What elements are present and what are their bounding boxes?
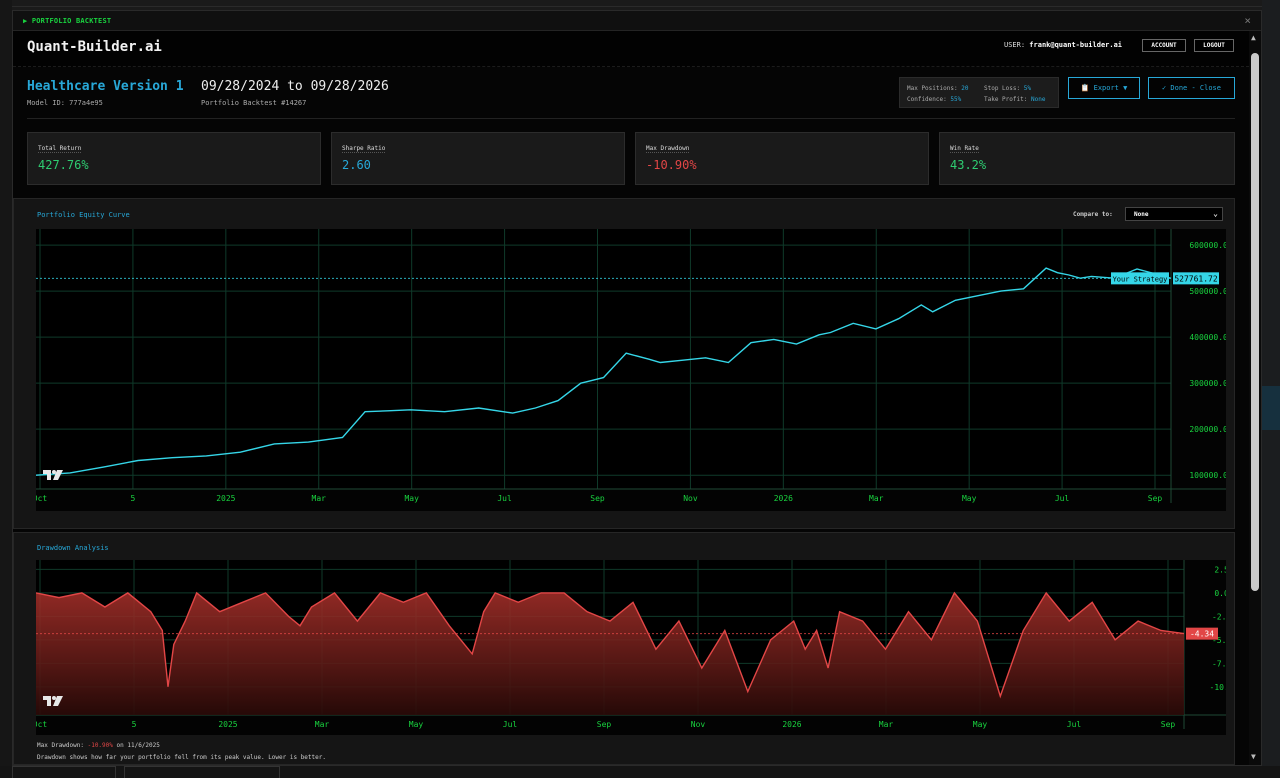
x-tick-label: Nov — [691, 720, 706, 729]
x-tick-label: Mar — [869, 494, 884, 503]
x-tick-label: Mar — [879, 720, 894, 729]
x-tick-label: 2025 — [218, 720, 237, 729]
x-tick-label: Sep — [590, 494, 605, 503]
y-tick-label: 400000.00 — [1189, 333, 1226, 342]
account-button[interactable]: ACCOUNT — [1142, 39, 1186, 52]
backtest-id: Portfolio Backtest #14267 — [201, 99, 307, 107]
logout-button[interactable]: LOGOUT — [1194, 39, 1234, 52]
close-icon[interactable]: × — [1244, 14, 1251, 27]
equity-panel-title: Portfolio Equity Curve — [37, 211, 130, 219]
y-tick-label: -7.50 — [1212, 659, 1226, 668]
modal-scrollbar[interactable]: ▲ ▼ — [1249, 31, 1261, 765]
x-tick-label: May — [962, 494, 977, 503]
metric-value: 2.60 — [342, 158, 371, 172]
x-tick-label: Nov — [683, 494, 698, 503]
x-tick-label: Oct — [36, 720, 47, 729]
x-tick-label: Mar — [312, 494, 327, 503]
tradingview-logo-icon — [43, 696, 63, 706]
x-tick-label: May — [973, 720, 988, 729]
background-left-strip — [0, 0, 12, 778]
scroll-down-icon[interactable]: ▼ — [1251, 752, 1256, 761]
drawdown-chart[interactable]: Oct 5 2025 Mar May Jul Sep Nov 2026 Mar May Jul Sep 2… — [36, 560, 1226, 735]
x-tick-label: 2026 — [782, 720, 801, 729]
y-tick-label: -10.00 — [1210, 683, 1226, 692]
y-tick-label: 500000.00 — [1189, 287, 1226, 296]
drawdown-panel-title: Drawdown Analysis — [37, 544, 109, 552]
header-divider — [27, 118, 1235, 119]
modal-titlebar: ▶ PORTFOLIO BACKTEST × — [13, 11, 1261, 31]
max-drawdown-note: Max Drawdown: -10.90% on 11/6/2025 — [37, 742, 160, 749]
metric-card-total-return: Total Return 427.76% — [27, 132, 321, 185]
series-name-tag — [1111, 272, 1169, 285]
x-tick-label: Jul — [1067, 720, 1082, 729]
background-bottom-strip — [0, 766, 1280, 778]
series-name-label: Your Strategy — [1113, 275, 1168, 283]
series-line — [36, 267, 1172, 476]
metric-card-sharpe-ratio: Sharpe Ratio 2.60 — [331, 132, 625, 185]
x-tick-label: Mar — [315, 720, 330, 729]
x-tick-label: 5 — [132, 720, 137, 729]
last-value-badge — [1186, 627, 1218, 640]
x-tick-label: May — [409, 720, 424, 729]
scrollbar-thumb[interactable] — [1251, 53, 1259, 591]
user-info: USER: frank@quant-builder.ai — [1004, 41, 1123, 49]
app-header: Quant-Builder.ai USER: frank@quant-build… — [13, 31, 1249, 67]
x-tick-label: Jul — [1055, 494, 1070, 503]
metric-value: 43.2% — [950, 158, 987, 172]
compare-label: Compare to: — [1073, 211, 1113, 218]
x-tick-label: May — [404, 494, 419, 503]
x-tick-label: Oct — [36, 494, 47, 503]
series-line — [36, 591, 1185, 699]
plot-area — [36, 229, 1171, 489]
x-tick-label: Jul — [503, 720, 518, 729]
x-tick-label: Sep — [1148, 494, 1163, 503]
y-tick-label: -5.00 — [1212, 636, 1226, 645]
compare-select[interactable]: None ⌄ — [1125, 207, 1223, 221]
x-tick-label: Sep — [597, 720, 612, 729]
drawdown-explanation: Drawdown shows how far your portfolio fe… — [37, 754, 326, 761]
y-tick-label: 600000.00 — [1189, 241, 1226, 250]
metric-card-max-drawdown: Max Drawdown -10.90% — [635, 132, 929, 185]
model-name: Healthcare Version 1 — [27, 79, 184, 94]
metric-label: Max Drawdown — [646, 145, 690, 153]
last-value-badge — [1173, 272, 1219, 285]
export-button[interactable]: 📋 Export ▼ — [1068, 77, 1140, 99]
metric-label: Win Rate — [950, 145, 979, 153]
model-id: Model ID: 777a4e95 — [27, 99, 103, 107]
date-range: 09/28/2024 to 09/28/2026 — [201, 79, 389, 94]
metric-label: Total Return — [38, 145, 82, 153]
chevron-down-icon: ⌄ — [1213, 209, 1218, 218]
drawdown-area — [36, 592, 1184, 715]
y-tick-label: -2.50 — [1212, 612, 1226, 621]
background-right-strip — [1262, 0, 1280, 778]
x-tick-label: 2025 — [216, 494, 235, 503]
x-tick-label: Jul — [497, 494, 512, 503]
y-tick-label: 2.50 — [1214, 565, 1226, 574]
equity-chart[interactable]: Oct 5 2025 Mar May Jul Sep Nov 2026 Mar May Jul Sep 6… — [36, 229, 1226, 511]
background-divider — [0, 6, 1280, 7]
y-tick-label: 200000.00 — [1189, 425, 1226, 434]
brand-logo[interactable]: Quant-Builder.ai — [27, 39, 162, 55]
y-tick-label: 300000.00 — [1189, 379, 1226, 388]
y-tick-label: 100000.00 — [1189, 471, 1226, 480]
x-tick-label: 5 — [131, 494, 136, 503]
y-tick-label: 0.00 — [1214, 589, 1226, 598]
last-value-label: -4.34 — [1190, 630, 1214, 639]
x-tick-label: 2026 — [774, 494, 793, 503]
metric-card-win-rate: Win Rate 43.2% — [939, 132, 1235, 185]
x-tick-label: Sep — [1161, 720, 1176, 729]
done-close-button[interactable]: ✓ Done - Close — [1148, 77, 1235, 99]
modal-title: ▶ PORTFOLIO BACKTEST — [23, 17, 112, 25]
backtest-modal: ▶ PORTFOLIO BACKTEST × Quant-Builder.ai … — [12, 10, 1262, 766]
metric-value: 427.76% — [38, 158, 89, 172]
backtest-params: Max Positions: 20 Stop Loss: 5% Confiden… — [899, 77, 1059, 108]
metric-label: Sharpe Ratio — [342, 145, 386, 153]
last-value-label: 527761.72 — [1174, 274, 1218, 283]
scroll-up-icon[interactable]: ▲ — [1251, 33, 1256, 42]
metric-value: -10.90% — [646, 158, 697, 172]
user-email: frank@quant-builder.ai — [1029, 41, 1123, 49]
tradingview-logo-icon — [43, 470, 63, 480]
